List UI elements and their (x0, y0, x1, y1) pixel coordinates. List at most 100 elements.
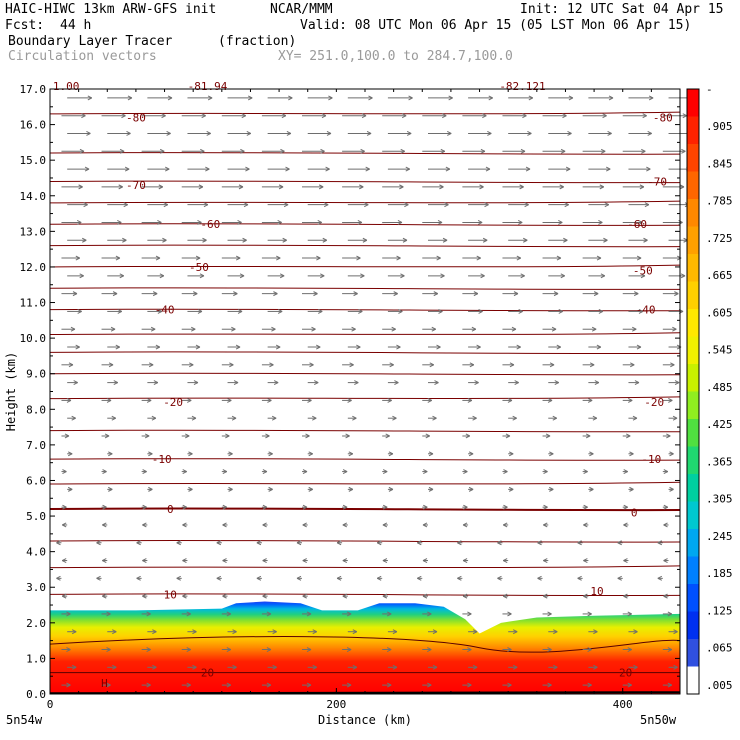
wind-vector-head (119, 148, 125, 154)
wind-vector-head (152, 664, 157, 670)
wind-vector-head (356, 344, 361, 350)
wind-vector-head (243, 202, 249, 208)
wind-vector-head (197, 308, 203, 314)
wind-vector-head (547, 611, 552, 617)
wind-vector-head (543, 469, 548, 475)
wind-vector-head (197, 220, 202, 225)
wind-vector-head (600, 148, 606, 154)
wind-vector-head (623, 593, 628, 599)
wind-vector-head (70, 326, 76, 332)
wind-vector-head (71, 415, 76, 421)
wind-vector-head (316, 344, 321, 350)
wind-vector-head (267, 397, 272, 403)
wind-vector-head (549, 362, 555, 368)
contour-label: -10 (152, 453, 172, 466)
forecast-hours: 44 h (60, 18, 92, 33)
wind-vector-head (186, 611, 191, 617)
wind-vector-head (482, 237, 488, 243)
colorbar-swatch (687, 116, 699, 145)
wind-vector-head (457, 540, 462, 546)
wind-vector-head (497, 540, 502, 546)
wind-vector-head (437, 220, 443, 225)
wind-vector-head (382, 558, 388, 563)
wind-vector-head (231, 415, 237, 421)
wind-vector-head (268, 486, 273, 492)
wind-vector-head (399, 184, 404, 190)
wind-vector-head (629, 451, 634, 457)
wind-vector-head (396, 255, 401, 261)
wind-vector-head (186, 682, 191, 688)
wind-vector-head (636, 344, 642, 350)
wind-vector-head (604, 202, 610, 208)
wind-vector-head (473, 291, 479, 297)
wind-vector-head (346, 647, 352, 652)
wind-vector-head (423, 504, 428, 510)
wind-vector-head (351, 326, 356, 332)
wind-vector-head (182, 504, 187, 510)
wind-vector-head (463, 469, 468, 475)
contour-label: -70 (126, 179, 146, 192)
wind-vector-head (505, 433, 511, 439)
wind-vector-head (560, 273, 565, 279)
wind-vector-head (396, 344, 401, 350)
overlay-name: Circulation vectors (8, 49, 157, 64)
contour-label: -20 (163, 396, 183, 409)
wind-vector-head (285, 166, 290, 172)
wind-vector-head (427, 682, 432, 688)
wind-vector-head (235, 344, 241, 350)
wind-vector-head (663, 558, 668, 563)
wind-vector-head (233, 380, 239, 386)
temperature-contour (49, 111, 681, 115)
wind-vector-head (159, 148, 165, 154)
colorbar-label: .185 (706, 567, 733, 580)
wind-vector-head (347, 397, 352, 403)
colorbar-label: .305 (706, 493, 733, 506)
contour-top-label: -82.121 (499, 80, 545, 93)
wind-vector-head (634, 380, 640, 386)
colorbar-swatch (687, 281, 699, 310)
wind-vector-head (385, 433, 390, 439)
wind-vector-head (102, 469, 107, 475)
wind-vector-head (682, 113, 687, 119)
contour-label: -50 (189, 261, 209, 274)
y-tick-label: 10.0 (20, 332, 47, 345)
wind-vector-head (663, 469, 669, 475)
wind-vector-head (266, 611, 272, 617)
wind-vector-head (348, 486, 354, 492)
temperature-contour (49, 636, 681, 653)
wind-vector-head (72, 291, 78, 297)
wind-vector-head (522, 113, 527, 119)
wind-vector-head (674, 380, 680, 386)
wind-vector-head (558, 308, 563, 314)
field-units: (fraction) (218, 34, 297, 49)
wind-vector-head (302, 469, 308, 475)
colorbar-frame (686, 88, 700, 695)
y-tick-label: 0.0 (26, 688, 46, 701)
wind-vector-head (318, 184, 324, 190)
wind-vector-head (404, 202, 409, 208)
wind-vector-head (68, 362, 74, 368)
wind-vector-head (345, 433, 350, 439)
wind-vector-head (122, 237, 127, 243)
contour-label: -40 (636, 304, 656, 317)
y-tick-label: 15.0 (20, 154, 47, 167)
wind-vector-head (583, 504, 588, 510)
contour-label: -20 (644, 396, 664, 409)
wind-vector-head (148, 451, 153, 457)
wind-vector-head (309, 362, 314, 368)
wind-vector-head (206, 131, 211, 136)
colorbar-label: .125 (706, 604, 733, 617)
wind-vector-head (136, 540, 141, 546)
wind-vector-head (679, 184, 685, 190)
wind-vector-head (457, 575, 462, 581)
wind-vector-head (559, 184, 564, 190)
wind-vector-head (608, 95, 614, 101)
wind-vector-head (279, 273, 285, 279)
wind-vector-head (153, 380, 159, 386)
temperature-contour (49, 152, 681, 155)
wind-vector-head (150, 326, 156, 332)
contour-label: 10 (590, 585, 603, 598)
wind-vector-head (86, 131, 91, 136)
wind-vector-head (360, 148, 365, 154)
wind-vector-head (316, 255, 321, 261)
